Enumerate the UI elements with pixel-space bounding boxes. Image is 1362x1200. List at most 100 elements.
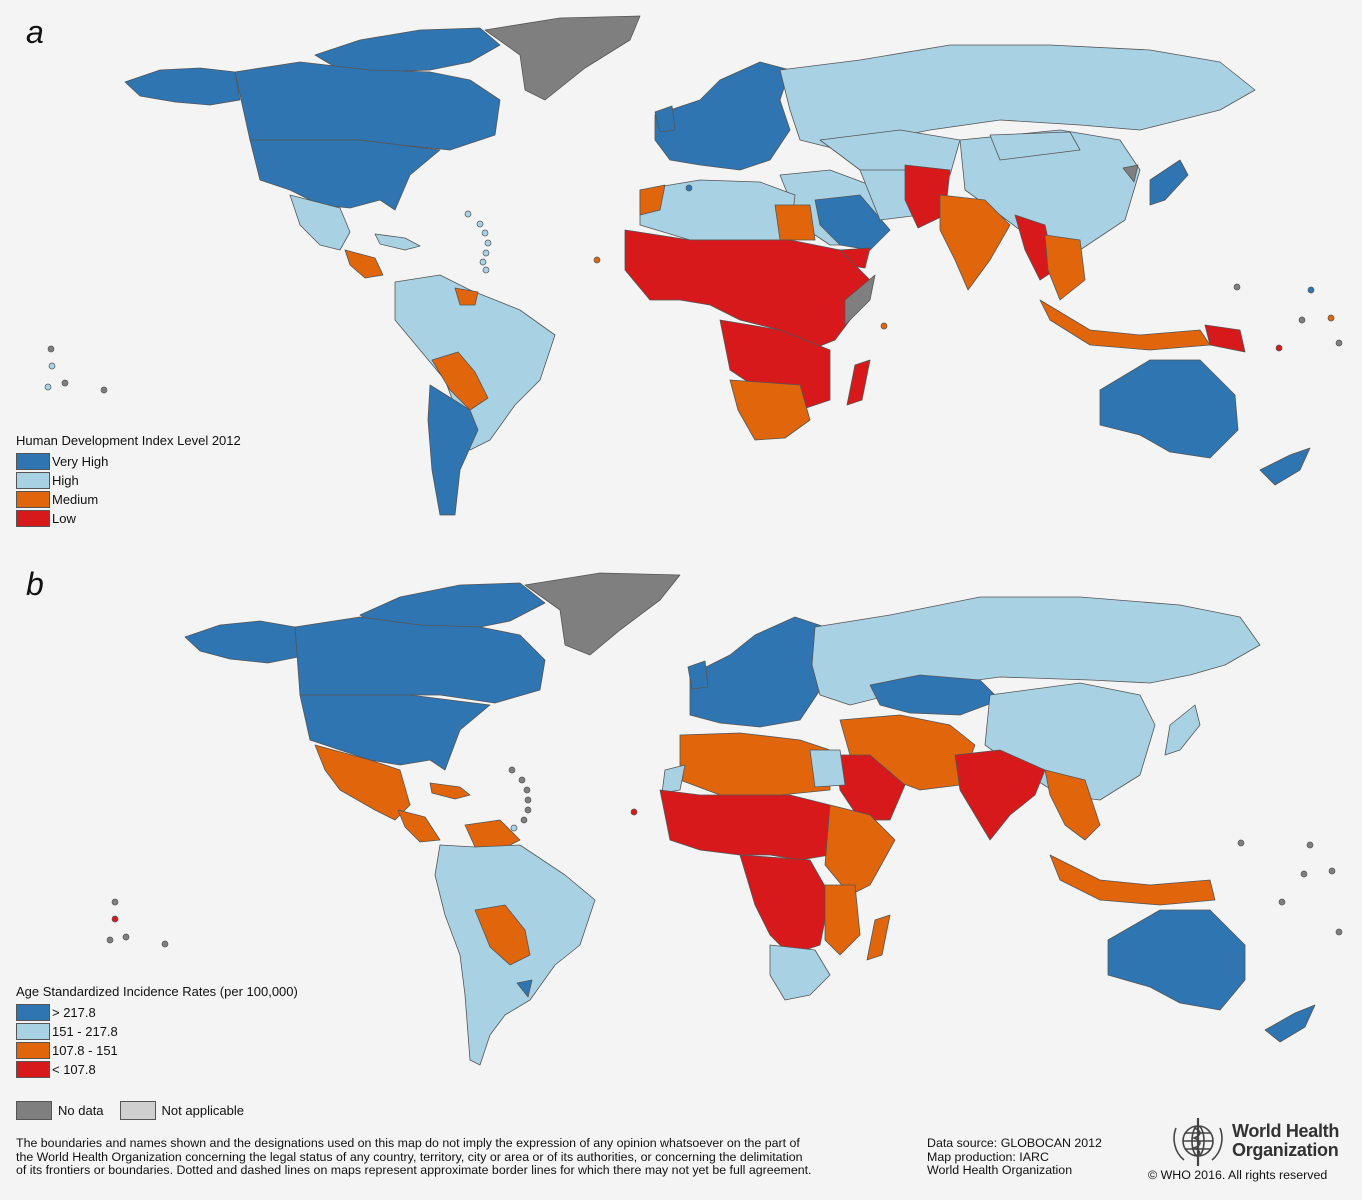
legend-label: Not applicable (161, 1103, 244, 1118)
disclaimer-line: the World Health Organization concerning… (16, 1149, 803, 1164)
region-central-america (344, 249, 384, 279)
region-north-korea (1122, 164, 1139, 183)
legend-label: Very High (52, 454, 109, 469)
legend-swatch (16, 1101, 52, 1120)
legend-item: 151 - 217.8 (16, 1022, 298, 1041)
region-se-asia (1044, 234, 1086, 301)
legend-label: Medium (52, 492, 99, 507)
region-indonesia (1049, 854, 1216, 906)
legend-swatch (16, 1023, 50, 1040)
region-se-asia (1044, 769, 1101, 841)
legend-item: Medium (16, 490, 241, 509)
region-argentina-chile (427, 384, 479, 516)
source-line: Map production: IARC (927, 1149, 1049, 1164)
region-madagascar (846, 359, 871, 406)
small-islands-b (106, 766, 1343, 948)
legend-item-not-applicable: Not applicable (119, 1101, 244, 1120)
region-madagascar (866, 914, 891, 961)
incidence-legend: Age Standardized Incidence Rates (per 10… (16, 984, 298, 1079)
panel-b-label: b (26, 566, 44, 602)
region-uk (687, 660, 709, 690)
legend-swatch (16, 1042, 50, 1059)
region-saudi (814, 194, 891, 251)
legend-label: High (52, 473, 79, 488)
who-name-line: World Health (1232, 1121, 1340, 1141)
legend-swatch (16, 472, 50, 489)
region-europe (654, 61, 791, 171)
region-japan (1164, 704, 1201, 756)
region-central-africa (719, 319, 831, 411)
region-mozambique (824, 884, 861, 956)
map-disclaimer: The boundaries and names shown and the d… (16, 1136, 906, 1178)
region-west-africa (659, 789, 851, 861)
region-central-africa (739, 854, 831, 956)
region-mexico (314, 744, 411, 821)
legend-item: < 107.8 (16, 1060, 298, 1079)
legend-swatch (16, 1004, 50, 1021)
region-india (939, 194, 1011, 291)
region-greenland (484, 15, 641, 101)
region-alaska (124, 67, 241, 106)
region-mexico (289, 194, 351, 251)
region-greenland (524, 572, 681, 656)
region-usa (249, 139, 441, 211)
legend-label: Low (52, 511, 76, 526)
legend-swatch (119, 1101, 156, 1120)
region-caribbean (429, 782, 471, 800)
legend-swatch (16, 491, 50, 508)
legend-item: High (16, 471, 241, 490)
hdi-world-map (44, 15, 1343, 516)
region-canada (234, 61, 501, 151)
incidence-legend-title: Age Standardized Incidence Rates (per 10… (16, 984, 298, 999)
region-australia (1107, 909, 1246, 1011)
region-australia (1099, 359, 1239, 459)
region-morocco (661, 764, 686, 794)
who-name-line: Organization (1232, 1140, 1339, 1160)
region-caribbean (374, 233, 421, 251)
region-bolivia (431, 351, 489, 411)
legend-swatch (16, 1061, 50, 1078)
hdi-legend: Human Development Index Level 2012 Very … (16, 433, 241, 528)
who-wordmark: World Health Organization (1232, 1122, 1339, 1160)
region-usa (299, 694, 491, 771)
legend-label: 107.8 - 151 (52, 1043, 118, 1058)
source-line: World Health Organization (927, 1163, 1073, 1178)
source-line: Data source: GLOBOCAN 2012 (927, 1136, 1102, 1150)
region-southern-africa (729, 379, 811, 441)
region-morocco (639, 184, 666, 216)
region-indonesia (1039, 299, 1211, 351)
region-venezuela (464, 819, 521, 851)
region-alaska (184, 620, 299, 664)
region-canada (294, 616, 546, 704)
hdi-legend-title: Human Development Index Level 2012 (16, 433, 241, 448)
region-myanmar (1014, 214, 1056, 281)
region-guyana (454, 287, 479, 306)
region-saudi (834, 754, 906, 821)
region-new-zealand (1259, 447, 1311, 486)
small-islands-a (44, 184, 1343, 394)
disclaimer-line: of its frontiers or boundaries. Dotted a… (16, 1163, 812, 1178)
region-southern-africa (769, 944, 831, 1001)
who-emblem-icon (1173, 1118, 1223, 1166)
missing-data-legend: No data Not applicable (16, 1101, 260, 1120)
region-arctic-islands (314, 27, 501, 73)
region-somalia (844, 274, 876, 326)
region-png (1204, 324, 1246, 353)
region-egypt (809, 749, 846, 788)
region-new-zealand (1264, 1004, 1316, 1043)
legend-item: Very High (16, 452, 241, 471)
legend-item: 107.8 - 151 (16, 1041, 298, 1060)
data-source: Data source: GLOBOCAN 2012 Map productio… (927, 1136, 1102, 1178)
panel-a-label: a (26, 14, 44, 50)
region-uk (654, 105, 676, 133)
region-india (954, 749, 1046, 841)
legend-label: 151 - 217.8 (52, 1024, 118, 1039)
region-east-africa (824, 804, 896, 896)
legend-label: > 217.8 (52, 1005, 96, 1020)
region-mongolia (989, 131, 1081, 161)
region-north-africa (679, 732, 831, 796)
region-europe (689, 616, 826, 728)
disclaimer-line: The boundaries and names shown and the d… (16, 1136, 800, 1150)
region-japan (1149, 159, 1189, 206)
legend-swatch (16, 453, 50, 470)
